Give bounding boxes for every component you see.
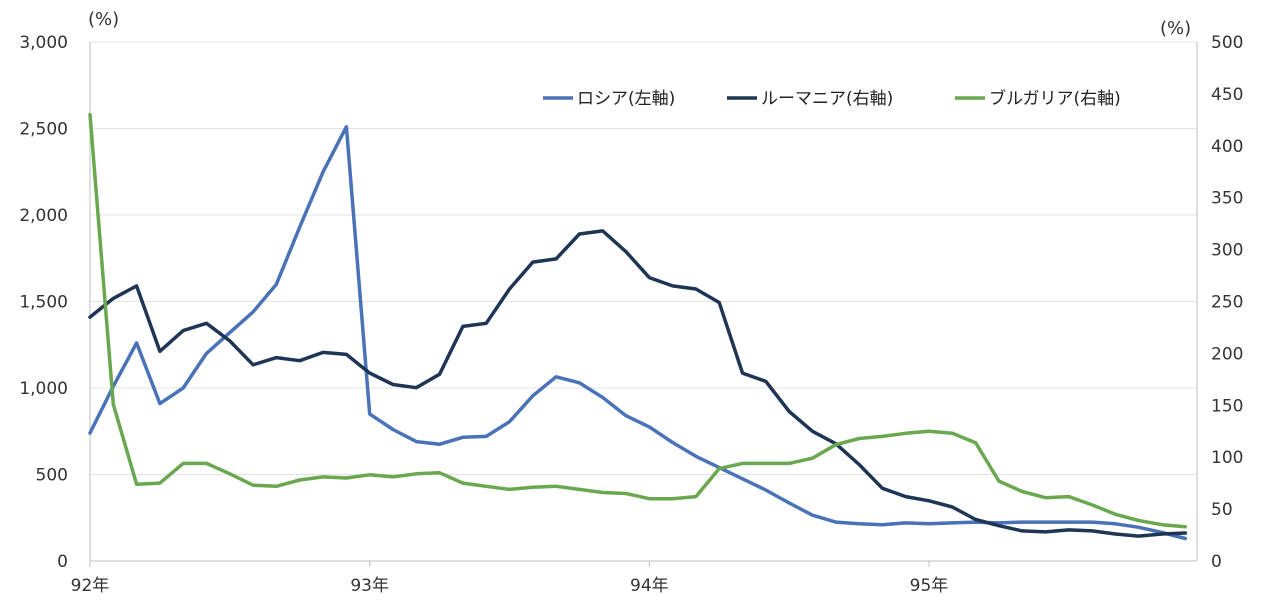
left-tick-label: 3,000 bbox=[19, 33, 68, 53]
series-lines bbox=[88, 112, 1188, 541]
x-tick-label: 92年 bbox=[71, 576, 110, 596]
left-tick-label: 1,000 bbox=[19, 379, 68, 399]
left-tick-label: 500 bbox=[36, 466, 68, 486]
legend-label-0: ロシア(左軸) bbox=[577, 89, 675, 109]
x-tick-label: 94年 bbox=[630, 576, 669, 596]
x-tick-label: 93年 bbox=[350, 576, 389, 596]
right-tick-label: 250 bbox=[1211, 293, 1243, 313]
right-tick-label: 300 bbox=[1211, 241, 1243, 261]
series-line-1 bbox=[88, 229, 1188, 538]
right-tick-label: 150 bbox=[1211, 396, 1243, 416]
right-tick-label: 400 bbox=[1211, 137, 1243, 157]
right-axis-unit: (%) bbox=[1160, 18, 1191, 39]
series-line-0 bbox=[88, 125, 1188, 541]
legend-label-1: ルーマニア(右軸) bbox=[761, 89, 893, 109]
right-tick-label: 50 bbox=[1211, 500, 1233, 520]
right-axis-ticks: 0 50 100 150 200 250 300 350 400 450 500 bbox=[1211, 33, 1243, 572]
right-tick-label: 0 bbox=[1211, 552, 1222, 572]
right-tick-label: 100 bbox=[1211, 448, 1243, 468]
left-tick-label: 1,500 bbox=[19, 293, 68, 313]
right-tick-label: 500 bbox=[1211, 33, 1243, 53]
x-axis-ticks: 92年 93年 94年 95年 bbox=[71, 561, 949, 596]
left-axis-ticks: 0 500 1,000 1,500 2,000 2,500 3,000 bbox=[19, 33, 68, 572]
left-tick-label: 2,500 bbox=[19, 120, 68, 140]
left-tick-label: 0 bbox=[57, 552, 68, 572]
legend-label-2: ブルガリア(右軸) bbox=[989, 88, 1121, 109]
right-tick-label: 450 bbox=[1211, 85, 1243, 105]
left-axis-unit: (%) bbox=[88, 9, 119, 30]
right-tick-label: 200 bbox=[1211, 344, 1243, 364]
legend: ロシア(左軸) ルーマニア(右軸) ブルガリア(右軸) bbox=[543, 88, 1121, 109]
series-line-2 bbox=[88, 112, 1188, 529]
grid-lines bbox=[90, 41, 1197, 475]
right-tick-label: 350 bbox=[1211, 189, 1243, 209]
left-tick-label: 2,000 bbox=[19, 206, 68, 226]
x-tick-label: 95年 bbox=[910, 576, 949, 596]
